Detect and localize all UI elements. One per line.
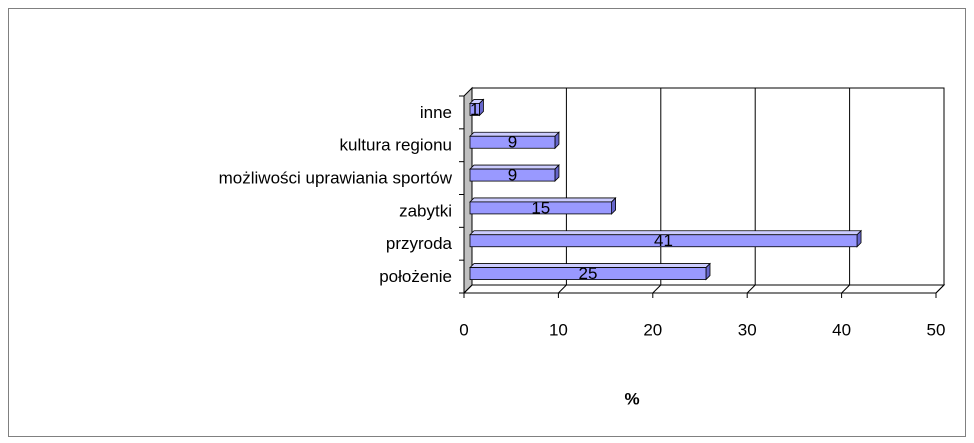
back-wall xyxy=(471,87,945,286)
bar xyxy=(469,168,556,182)
y-tick-label: położenie xyxy=(379,267,452,286)
grid-line xyxy=(841,284,850,294)
grid-line xyxy=(652,284,662,294)
bar xyxy=(469,135,556,149)
x-tick-label: 0 xyxy=(459,320,468,339)
x-tick-label: 20 xyxy=(643,320,662,339)
data-label: 1 xyxy=(470,100,479,119)
x-tick-label: 10 xyxy=(549,320,568,339)
y-tick-label: kultura regionu xyxy=(340,136,452,155)
y-tick-label: możliwości uprawiania sportów xyxy=(219,169,453,188)
data-label: 9 xyxy=(508,133,517,152)
y-tick-label: inne xyxy=(420,103,452,122)
grid-line xyxy=(746,284,756,294)
floor xyxy=(462,284,946,294)
x-tick-label: 40 xyxy=(832,320,851,339)
y-tick-label: przyroda xyxy=(386,234,453,253)
bar xyxy=(469,103,480,116)
x-axis-label: % xyxy=(624,389,639,408)
grid-line xyxy=(558,284,567,294)
bar xyxy=(469,267,707,280)
bar xyxy=(469,234,858,248)
grid-line xyxy=(463,284,473,294)
x-tick-label: 50 xyxy=(927,320,946,339)
data-label: 25 xyxy=(579,264,598,283)
data-label: 41 xyxy=(654,231,673,250)
grid-line xyxy=(935,284,945,294)
x-tick-label: 30 xyxy=(738,320,757,339)
data-label: 9 xyxy=(508,166,517,185)
bar xyxy=(469,201,613,215)
data-label: 15 xyxy=(531,198,550,217)
y-tick-label: zabytki xyxy=(399,201,452,220)
